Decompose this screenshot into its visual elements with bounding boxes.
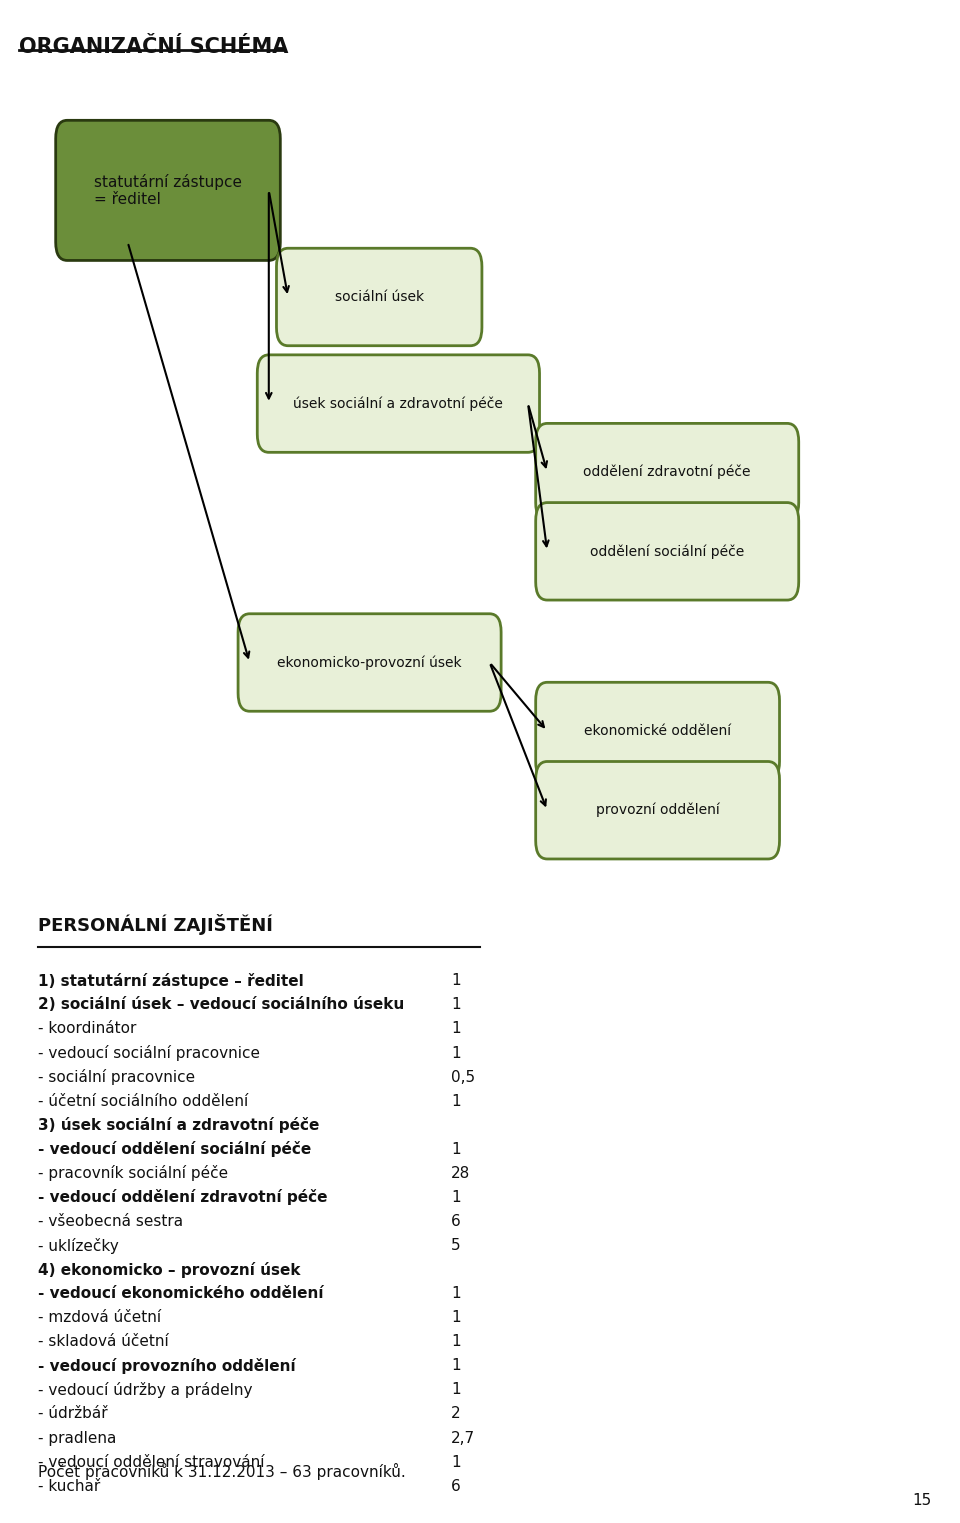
Text: - koordinátor: - koordinátor [38, 1022, 136, 1037]
Text: - vedoucí provozního oddělení: - vedoucí provozního oddělení [38, 1359, 296, 1374]
Text: úsek sociální a zdravotní péče: úsek sociální a zdravotní péče [294, 396, 503, 411]
Text: - pracovník sociální péče: - pracovník sociální péče [38, 1165, 228, 1182]
Text: - mzdová účetní: - mzdová účetní [38, 1310, 161, 1325]
Text: statutární zástupce
= ředitel: statutární zástupce = ředitel [94, 174, 242, 207]
Text: 15: 15 [912, 1493, 931, 1508]
Text: Počet pracovníků k 31.12.2013 – 63 pracovníků.: Počet pracovníků k 31.12.2013 – 63 praco… [38, 1464, 406, 1480]
FancyBboxPatch shape [56, 120, 280, 260]
FancyBboxPatch shape [257, 355, 540, 452]
Text: - vedoucí údržby a prádelny: - vedoucí údržby a prádelny [38, 1381, 252, 1398]
Text: 1: 1 [451, 1359, 461, 1374]
Text: - vedoucí sociální pracovnice: - vedoucí sociální pracovnice [38, 1045, 260, 1062]
Text: - vedoucí ekonomického oddělení: - vedoucí ekonomického oddělení [38, 1285, 324, 1301]
Text: - kuchař: - kuchař [38, 1479, 101, 1494]
Text: 28: 28 [451, 1165, 470, 1180]
FancyBboxPatch shape [238, 614, 501, 711]
Text: 6: 6 [451, 1214, 461, 1229]
Text: ORGANIZAČNÍ SCHÉMA: ORGANIZAČNÍ SCHÉMA [19, 37, 289, 56]
FancyBboxPatch shape [536, 503, 799, 600]
Text: provozní oddělení: provozní oddělení [596, 803, 719, 818]
Text: PERSONÁLNÍ ZAJIŠTĚNÍ: PERSONÁLNÍ ZAJIŠTĚNÍ [38, 914, 274, 935]
FancyBboxPatch shape [536, 682, 780, 780]
Text: - vedoucí oddělení zdravotní péče: - vedoucí oddělení zdravotní péče [38, 1189, 328, 1205]
Text: - sociální pracovnice: - sociální pracovnice [38, 1069, 196, 1084]
Text: - pradlena: - pradlena [38, 1430, 117, 1445]
Text: 0,5: 0,5 [451, 1069, 475, 1084]
FancyBboxPatch shape [536, 762, 780, 859]
Text: 1: 1 [451, 1310, 461, 1325]
Text: oddělení sociální péče: oddělení sociální péče [590, 544, 744, 559]
Text: ekonomicko-provozní úsek: ekonomicko-provozní úsek [277, 655, 462, 670]
Text: 1: 1 [451, 1189, 461, 1205]
Text: ekonomické oddělení: ekonomické oddělení [584, 723, 732, 739]
Text: 1: 1 [451, 1383, 461, 1398]
Text: sociální úsek: sociální úsek [335, 289, 423, 305]
Text: 2) sociální úsek – vedoucí sociálního úseku: 2) sociální úsek – vedoucí sociálního ús… [38, 998, 405, 1013]
Text: - vedoucí oddělení stravování: - vedoucí oddělení stravování [38, 1454, 265, 1470]
Text: - vedoucí oddělení sociální péče: - vedoucí oddělení sociální péče [38, 1141, 312, 1157]
Text: - skladová účetní: - skladová účetní [38, 1334, 169, 1349]
Text: 2: 2 [451, 1406, 461, 1421]
Text: oddělení zdravotní péče: oddělení zdravotní péče [584, 465, 751, 480]
Text: 1: 1 [451, 1045, 461, 1060]
Text: 1: 1 [451, 1142, 461, 1157]
Text: 1: 1 [451, 1454, 461, 1470]
Text: 1: 1 [451, 973, 461, 988]
Text: - údržbář: - údržbář [38, 1406, 108, 1421]
FancyBboxPatch shape [276, 248, 482, 346]
Text: 2,7: 2,7 [451, 1430, 475, 1445]
Text: 4) ekonomicko – provozní úsek: 4) ekonomicko – provozní úsek [38, 1261, 300, 1278]
Text: 5: 5 [451, 1238, 461, 1253]
Text: 1) statutární zástupce – ředitel: 1) statutární zástupce – ředitel [38, 973, 304, 988]
Text: 1: 1 [451, 1285, 461, 1301]
Text: 1: 1 [451, 1022, 461, 1037]
Text: 1: 1 [451, 1334, 461, 1349]
FancyBboxPatch shape [536, 423, 799, 521]
Text: 1: 1 [451, 1094, 461, 1109]
Text: 1: 1 [451, 998, 461, 1013]
Text: - uklízečky: - uklízečky [38, 1238, 119, 1253]
Text: - účetní sociálního oddělení: - účetní sociálního oddělení [38, 1094, 249, 1109]
Text: 6: 6 [451, 1479, 461, 1494]
Text: 3) úsek sociální a zdravotní péče: 3) úsek sociální a zdravotní péče [38, 1118, 320, 1133]
Text: - všeobecná sestra: - všeobecná sestra [38, 1214, 183, 1229]
